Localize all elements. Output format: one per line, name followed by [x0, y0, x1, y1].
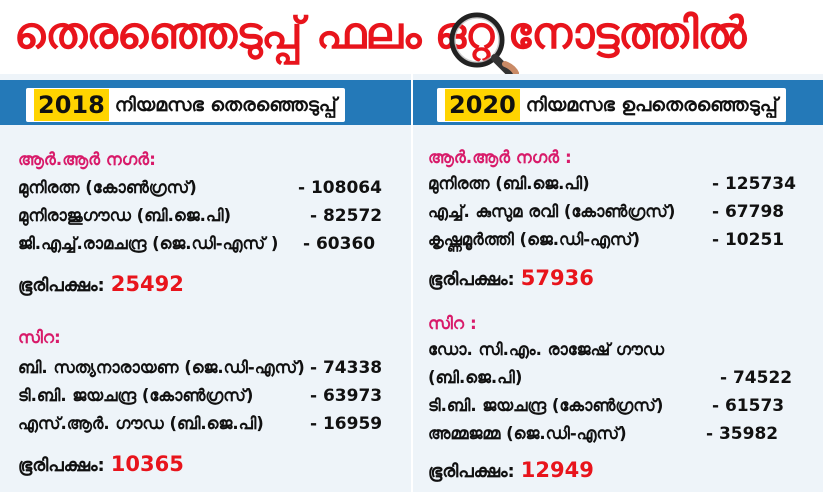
- right-s2-row-4-votes: - 35982: [706, 424, 779, 444]
- panel-divider: [411, 74, 413, 492]
- left-s1-row-2-votes: - 82572: [310, 206, 383, 226]
- left-s2-row-2-votes: - 63973: [310, 386, 383, 406]
- right-s2-row-3-candidate: ടി.ബി. ജയചന്ദ്ര (കോൺഗ്രസ്): [428, 396, 664, 415]
- right-s1-row-1-candidate: മുനിരത്ന (ബി.ജെ.പി): [428, 174, 590, 193]
- right-header-pill: 2020 നിയമസഭ ഉപതെരഞ്ഞെടുപ്പ്: [437, 88, 786, 122]
- page-title: തെരഞ്ഞെടുപ്പ് ഫലം ഒറ്റ നോട്ടത്തിൽ: [14, 8, 746, 59]
- left-s1-majority-label: ഭൂരിപക്ഷം:: [18, 275, 105, 296]
- left-s2-row-2-candidate: ടി.ബി. ജയചന്ദ്ര (കോൺഗ്രസ്): [18, 386, 254, 405]
- right-s1-row-3-votes: - 10251: [712, 230, 785, 250]
- left-s2-row-3-votes: - 16959: [310, 414, 383, 434]
- left-s2-majority-value: 10365: [110, 452, 184, 476]
- right-s1-row-1-votes: - 125734: [712, 174, 796, 194]
- right-section-2-title: സിറ :: [428, 314, 477, 334]
- left-header: 2018 നിയമസഭ തെരഞ്ഞെടുപ്പ്: [0, 80, 411, 125]
- right-s1-majority: ഭൂരിപക്ഷം: 57936: [428, 266, 594, 290]
- left-s1-row-3-votes: - 60360: [303, 234, 376, 254]
- left-s1-row-1-candidate: മുനിരത്ന (കോൺഗ്രസ്): [18, 178, 197, 197]
- left-s2-row-1-votes: - 74338: [310, 358, 383, 378]
- left-s1-majority-value: 25492: [110, 272, 184, 296]
- right-year-badge: 2020: [445, 89, 520, 121]
- left-panel: [0, 74, 411, 492]
- left-s2-majority-label: ഭൂരിപക്ഷം:: [18, 455, 105, 476]
- right-section-1-title: ആർ.ആർ നഗർ :: [428, 148, 572, 168]
- right-s1-majority-value: 57936: [520, 266, 594, 290]
- right-s2-row-2-candidate: (ബി.ജെ.പി): [428, 368, 523, 387]
- left-s2-majority: ഭൂരിപക്ഷം: 10365: [18, 452, 184, 476]
- right-s2-row-4-candidate: അമ്മജമ്മ (ജെ.ഡി-എസ്): [428, 424, 627, 443]
- left-s2-row-1-candidate: ബി. സത്യനാരായണ (ജെ.ഡി-എസ്): [18, 358, 305, 377]
- right-s1-row-2-candidate: എച്ച്. കുസുമ രവി (കോൺഗ്രസ്): [428, 202, 676, 221]
- left-s1-majority: ഭൂരിപക്ഷം: 25492: [18, 272, 184, 296]
- left-year-badge: 2018: [34, 89, 109, 121]
- right-s1-row-2-votes: - 67798: [712, 202, 785, 222]
- left-s1-row-2-candidate: മുനിരാജുഗൗഡ (ബി.ജെ.പി): [18, 206, 232, 225]
- left-heading: നിയമസഭ തെരഞ്ഞെടുപ്പ്: [114, 94, 337, 116]
- right-s2-majority-value: 12949: [520, 458, 594, 482]
- right-s1-row-3-candidate: കൃഷ്ണമൂർത്തി (ജെ.ഡി-എസ്): [428, 230, 641, 249]
- magnifying-glass-icon: [449, 12, 519, 80]
- left-section-2-title: സിറ:: [18, 328, 61, 348]
- left-header-pill: 2018 നിയമസഭ തെരഞ്ഞെടുപ്പ്: [26, 88, 345, 122]
- right-s2-majority: ഭൂരിപക്ഷം: 12949: [428, 458, 594, 482]
- right-s1-majority-label: ഭൂരിപക്ഷം:: [428, 269, 515, 290]
- right-s2-row-1-candidate: ഡോ. സി.എം. രാജേഷ് ഗൗഡ: [428, 340, 665, 359]
- left-s2-row-3-candidate: എസ്.ആർ. ഗൗഡ (ബി.ജെ.പി): [18, 414, 264, 433]
- title-bar: തെരഞ്ഞെടുപ്പ് ഫലം ഒറ്റ നോട്ടത്തിൽ: [0, 0, 823, 80]
- right-header: 2020 നിയമസഭ ഉപതെരഞ്ഞെടുപ്പ്: [413, 80, 823, 125]
- left-section-1-title: ആർ.ആർ നഗർ:: [18, 150, 156, 170]
- left-s1-row-1-votes: - 108064: [298, 178, 382, 198]
- left-s1-row-3-candidate: ജി.എച്ച്.രാമചന്ദ്ര (ജെ.ഡി-എസ് ): [18, 234, 279, 253]
- right-s2-row-3-votes: - 61573: [712, 396, 785, 416]
- right-s2-majority-label: ഭൂരിപക്ഷം:: [428, 461, 515, 482]
- right-heading: നിയമസഭ ഉപതെരഞ്ഞെടുപ്പ്: [525, 94, 778, 116]
- right-panel: [413, 74, 823, 492]
- right-s2-row-2-votes: - 74522: [720, 368, 793, 388]
